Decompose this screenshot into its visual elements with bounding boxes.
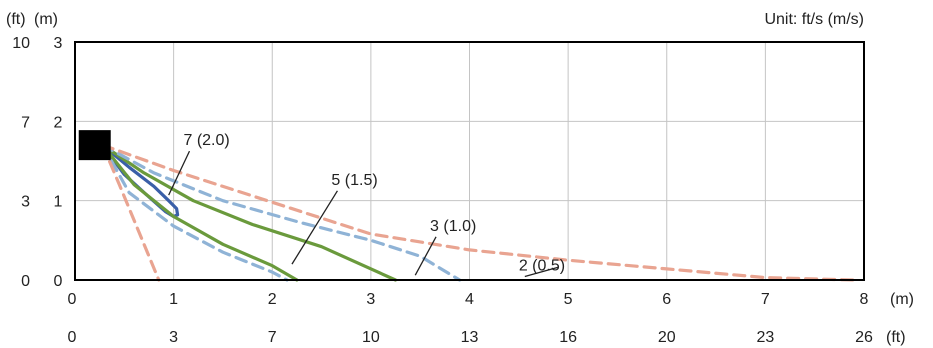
series-line-1 <box>101 143 299 282</box>
y-tick-ft-1: 7 <box>21 114 30 131</box>
annotation-label-3: 2 (0.5) <box>519 257 565 274</box>
x-tick-ft-0: 0 <box>68 329 77 346</box>
x-tick-ft-7: 23 <box>756 329 774 346</box>
series-line-3 <box>101 143 856 282</box>
x-tick-m-1: 1 <box>169 291 178 308</box>
series-line-3 <box>101 143 161 282</box>
x-tick-m-2: 2 <box>268 291 277 308</box>
x-tick-m-8: 8 <box>860 291 869 308</box>
y-tick-ft-3: 0 <box>21 273 30 290</box>
plot-border <box>74 41 865 281</box>
x-tick-m-5: 5 <box>564 291 573 308</box>
x-tick-ft-5: 16 <box>559 329 577 346</box>
y-axis-unit-ft: (ft) <box>6 11 26 28</box>
annotations: 7 (2.0) 5 (1.5) 3 (1.0) 2 (0.5) <box>168 132 565 278</box>
y-tick-ft-0: 10 <box>12 35 30 52</box>
grid <box>75 42 864 280</box>
y-axis-unit-m: (m) <box>34 11 58 28</box>
annotation-leader-1 <box>291 190 338 265</box>
x-tick-m-7: 7 <box>761 291 770 308</box>
x-tick-ft-6: 20 <box>658 329 676 346</box>
y-tick-m-1: 2 <box>54 114 63 131</box>
annotation-label-0: 7 (2.0) <box>183 132 229 149</box>
x-tick-ft-4: 13 <box>461 329 479 346</box>
x-tick-m-0: 0 <box>68 291 77 308</box>
x-tick-ft-2: 7 <box>268 329 277 346</box>
x-tick-ft-8: 26 <box>855 329 873 346</box>
series-line-2 <box>101 143 462 282</box>
x-tick-m-4: 4 <box>465 291 474 308</box>
source-unit-marker <box>78 130 111 161</box>
unit-label: Unit: ft/s (m/s) <box>764 11 864 28</box>
y-tick-m-0: 3 <box>54 35 63 52</box>
x-tick-ft-1: 3 <box>169 329 178 346</box>
y-tick-m-3: 0 <box>54 273 63 290</box>
annotation-leader-2 <box>414 236 437 276</box>
annotation-label-2: 3 (1.0) <box>430 218 476 235</box>
x-tick-m-6: 6 <box>662 291 671 308</box>
x-tick-ft-3: 10 <box>362 329 380 346</box>
y-tick-m-2: 1 <box>54 194 63 211</box>
series-line-2 <box>101 143 289 282</box>
series-layer <box>101 143 856 282</box>
annotation-leader-0 <box>168 150 191 196</box>
y-tick-labels: 10 37 23 10 0 <box>12 35 62 290</box>
annotation-leader-3 <box>524 266 559 278</box>
annotation-label-1: 5 (1.5) <box>331 172 377 189</box>
y-tick-ft-2: 3 <box>21 194 30 211</box>
x-axis-unit-m: (m) <box>890 291 914 308</box>
x-axis-unit-ft: (ft) <box>886 329 906 346</box>
series-line-1 <box>101 143 398 282</box>
x-tick-m-3: 3 <box>366 291 375 308</box>
